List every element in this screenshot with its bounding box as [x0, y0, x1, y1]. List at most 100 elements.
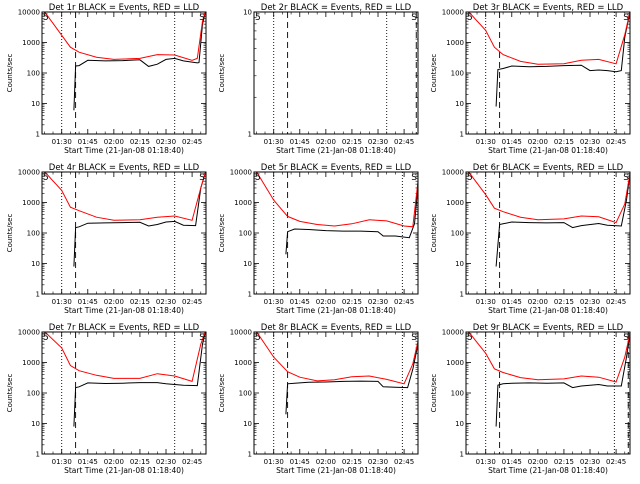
x-tick-label: 02:30 [368, 458, 388, 466]
x-tick-label: 02:45 [606, 458, 626, 466]
corner-marker-left: 5 [467, 333, 473, 343]
corner-marker-left: 5 [467, 13, 473, 23]
x-tick-label: 02:45 [606, 138, 626, 146]
y-tick-label: 10 [455, 260, 464, 268]
y-tick-label: 10000 [442, 9, 464, 17]
x-tick-label: 02:15 [554, 138, 574, 146]
y-tick-label: 100 [451, 390, 464, 398]
panel-title: Det 8r BLACK = Events, RED = LLD [261, 323, 412, 333]
detector-panel-9: Det 9r BLACK = Events, RED = LLD Counts/s… [430, 323, 631, 475]
x-tick-label: 02:00 [528, 138, 548, 146]
y-tick-label: 100 [239, 230, 252, 238]
x-tick-label: 01:30 [476, 138, 496, 146]
y-tick-label: 100 [27, 390, 40, 398]
series-line-events [495, 333, 630, 427]
x-tick-label: 02:45 [394, 138, 414, 146]
y-tick-label: 10 [243, 420, 252, 428]
corner-marker-left: 5 [255, 13, 261, 23]
series-line-events [73, 12, 206, 111]
x-tick-label: 01:30 [52, 458, 72, 466]
series-line-lld [44, 12, 206, 61]
x-tick-label: 02:15 [554, 298, 574, 306]
y-tick-label: 1 [248, 451, 252, 459]
corner-marker-left: 5 [467, 173, 473, 183]
x-tick-label: 02:15 [554, 458, 574, 466]
y-tick-label: 10000 [18, 329, 40, 337]
x-tick-label: 02:30 [368, 138, 388, 146]
y-tick-label: 10 [455, 420, 464, 428]
y-tick-label: 1 [460, 451, 464, 459]
y-axis-label: Counts/sec [218, 214, 226, 253]
y-tick-label: 1000 [234, 199, 252, 207]
x-tick-label: 01:45 [502, 458, 522, 466]
x-tick-label: 01:45 [290, 458, 310, 466]
x-tick-label: 02:00 [316, 138, 336, 146]
corner-marker-right: S [411, 333, 417, 343]
y-axis-label: Counts/sec [430, 214, 438, 253]
x-tick-label: 01:30 [52, 298, 72, 306]
plot-frame [465, 171, 631, 295]
corner-marker-right: S [623, 333, 629, 343]
series-line-events [495, 12, 630, 107]
y-tick-label: 10000 [230, 329, 252, 337]
corner-marker-right: S [411, 173, 417, 183]
y-tick-label: 10 [31, 260, 40, 268]
x-tick-label: 01:30 [264, 458, 284, 466]
x-tick-label: 01:30 [264, 298, 284, 306]
y-tick-label: 1 [36, 291, 40, 299]
series-line-events [285, 343, 418, 415]
x-tick-label: 02:30 [580, 298, 600, 306]
x-tick-label: 02:00 [104, 138, 124, 146]
y-tick-label: 10000 [442, 329, 464, 337]
plot-frame [465, 11, 631, 135]
y-tick-label: 1 [36, 131, 40, 139]
x-axis-label: Start Time (21-Jan-08 01:18:40) [488, 466, 608, 475]
series-line-lld [44, 332, 206, 383]
x-tick-label: 02:30 [156, 298, 176, 306]
y-tick-label: 100 [27, 230, 40, 238]
detector-panel-8: Det 8r BLACK = Events, RED = LLD Counts/s… [218, 323, 419, 475]
y-tick-label: 1000 [234, 359, 252, 367]
x-tick-label: 01:30 [264, 138, 284, 146]
y-tick-label: 10000 [442, 169, 464, 177]
series-line-lld [256, 172, 418, 228]
x-tick-label: 01:30 [476, 458, 496, 466]
plot-frame [41, 331, 207, 455]
y-axis-label: Counts/sec [430, 374, 438, 413]
x-tick-label: 01:45 [78, 298, 98, 306]
x-tick-label: 02:45 [182, 138, 202, 146]
y-tick-label: 10 [243, 260, 252, 268]
x-axis-label: Start Time (21-Jan-08 01:18:40) [64, 306, 184, 315]
x-axis-label: Start Time (21-Jan-08 01:18:40) [276, 306, 396, 315]
y-tick-label: 10000 [230, 169, 252, 177]
y-tick-label: 10 [455, 100, 464, 108]
plot-frame [253, 171, 419, 295]
x-tick-label: 02:15 [130, 458, 150, 466]
corner-marker-left: 5 [255, 173, 261, 183]
x-tick-label: 02:45 [182, 458, 202, 466]
corner-marker-right: S [623, 13, 629, 23]
y-axis-label: Counts/sec [430, 54, 438, 93]
x-axis-label: Start Time (21-Jan-08 01:18:40) [64, 466, 184, 475]
y-tick-label: 1 [460, 291, 464, 299]
x-tick-label: 02:00 [316, 458, 336, 466]
panel-title: Det 3r BLACK = Events, RED = LLD [473, 3, 624, 13]
y-tick-label: 100 [27, 70, 40, 78]
series-line-events [73, 332, 206, 427]
x-tick-label: 02:45 [394, 298, 414, 306]
y-tick-label: 1000 [22, 199, 40, 207]
series-line-events [73, 172, 206, 267]
detector-panel-6: Det 6r BLACK = Events, RED = LLD Counts/s… [430, 163, 631, 315]
series-line-lld [468, 12, 630, 65]
detector-panel-2: Det 2r BLACK = Events, RED = LLD Counts/s… [218, 3, 419, 155]
y-tick-label: 1000 [446, 359, 464, 367]
x-axis-label: Start Time (21-Jan-08 01:18:40) [64, 146, 184, 155]
panel-title: Det 6r BLACK = Events, RED = LLD [473, 163, 624, 173]
series-line-events [495, 173, 630, 267]
y-tick-label: 1 [460, 131, 464, 139]
x-axis-label: Start Time (21-Jan-08 01:18:40) [276, 466, 396, 475]
x-tick-label: 02:15 [342, 458, 362, 466]
x-axis-label: Start Time (21-Jan-08 01:18:40) [276, 146, 396, 155]
x-tick-label: 01:45 [502, 138, 522, 146]
